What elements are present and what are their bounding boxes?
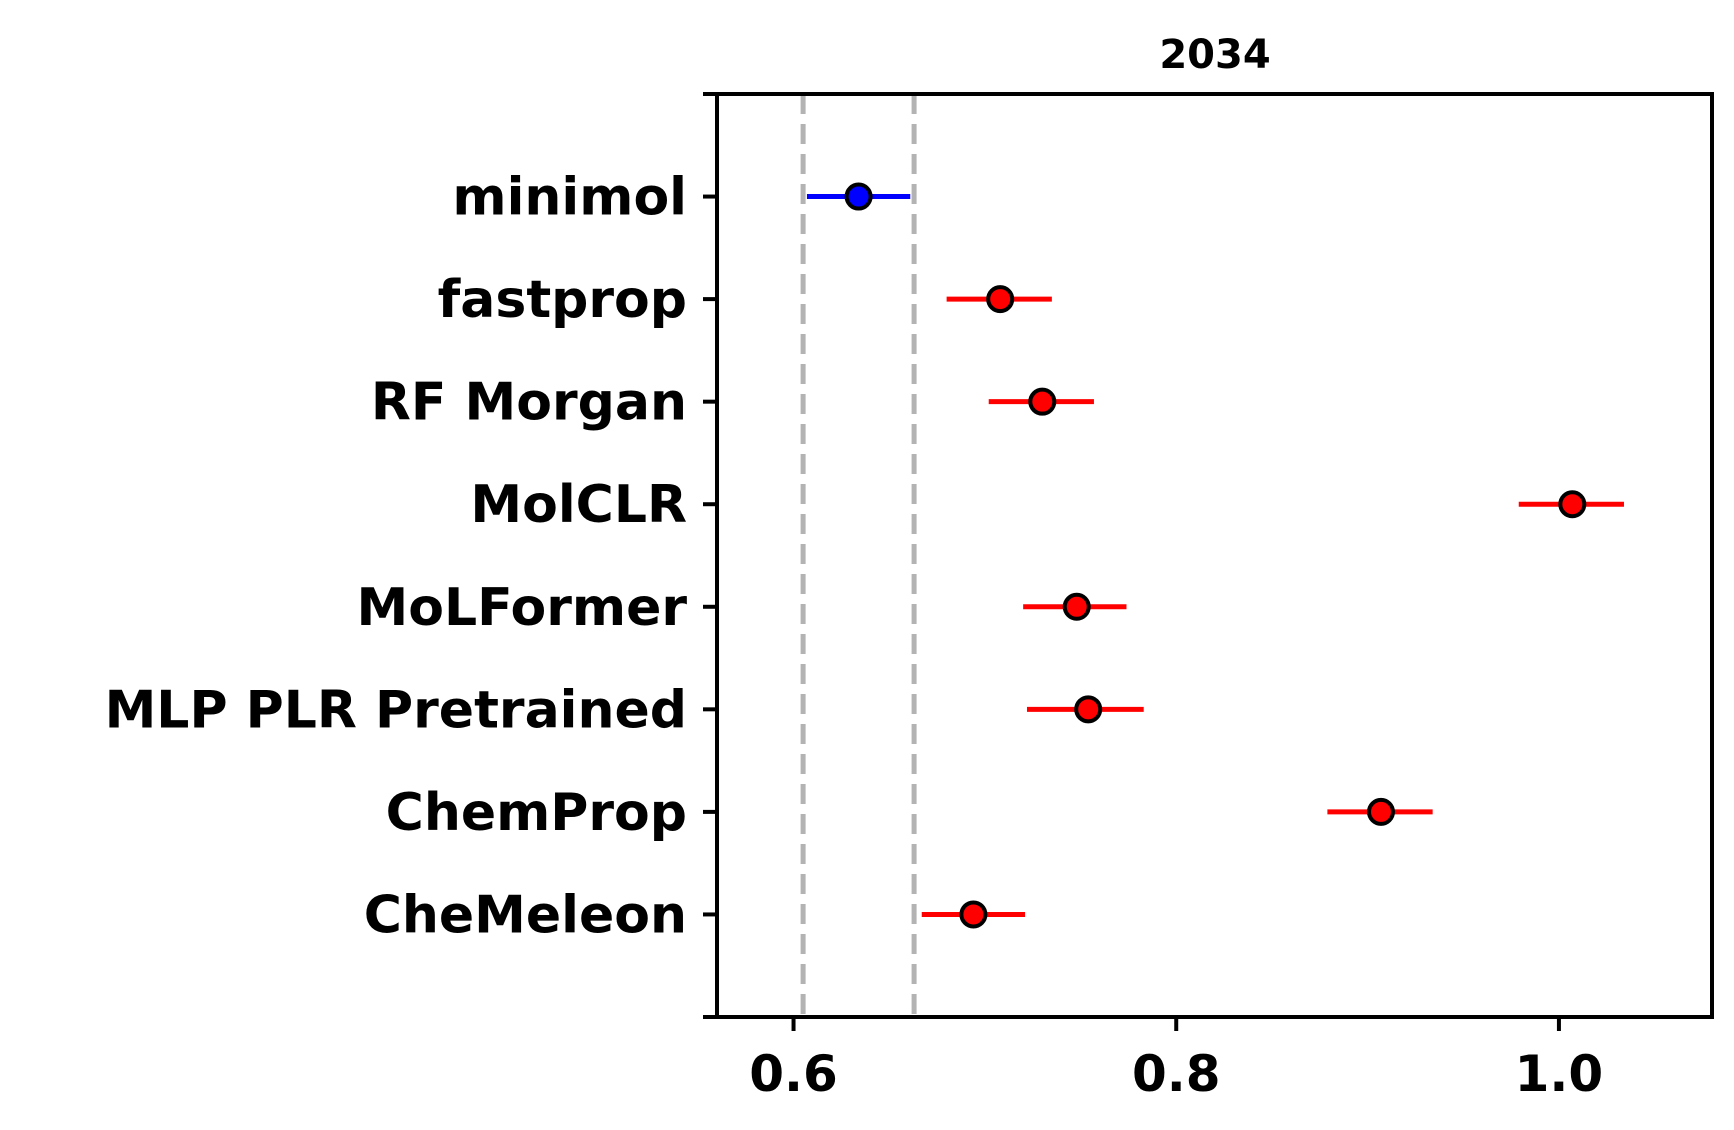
point-chemprop <box>1366 797 1395 826</box>
point-minimol <box>844 182 873 211</box>
ytick-label-chemprop: ChemProp <box>386 783 687 843</box>
ytick-label-fastprop: fastprop <box>438 270 687 330</box>
point-molclr <box>1558 490 1587 519</box>
ytick-label-molclr: MolCLR <box>470 475 687 535</box>
point-rf-morgan <box>1028 387 1057 416</box>
ytick-label-rf-morgan: RF Morgan <box>371 373 687 433</box>
chart-title: 2034 <box>1159 32 1270 78</box>
ytick-label-molformer: MoLFormer <box>357 578 688 638</box>
plot-frame <box>715 92 1714 1019</box>
point-fastprop <box>986 285 1015 314</box>
point-mlp-plr-pretrained <box>1074 695 1103 724</box>
xtick-label-2: 1.0 <box>1515 1045 1604 1103</box>
ytick-label-mlp-plr-pretrained: MLP PLR Pretrained <box>105 680 687 740</box>
data-points <box>844 182 1587 929</box>
error-bars <box>806 194 1624 917</box>
x-axis: 0.6 0.8 1.0 <box>749 1017 1603 1103</box>
reference-band <box>800 94 917 1017</box>
xtick-label-0: 0.6 <box>749 1045 838 1103</box>
xtick-label-1: 0.8 <box>1132 1045 1221 1103</box>
ytick-label-chemeleon: CheMeleon <box>364 885 687 945</box>
ytick-label-minimol: minimol <box>452 168 687 228</box>
y-axis: minimol fastprop RF Morgan MolCLR MoLFormer M… <box>105 92 717 1019</box>
point-molformer <box>1062 592 1091 621</box>
point-chemeleon <box>959 900 988 929</box>
